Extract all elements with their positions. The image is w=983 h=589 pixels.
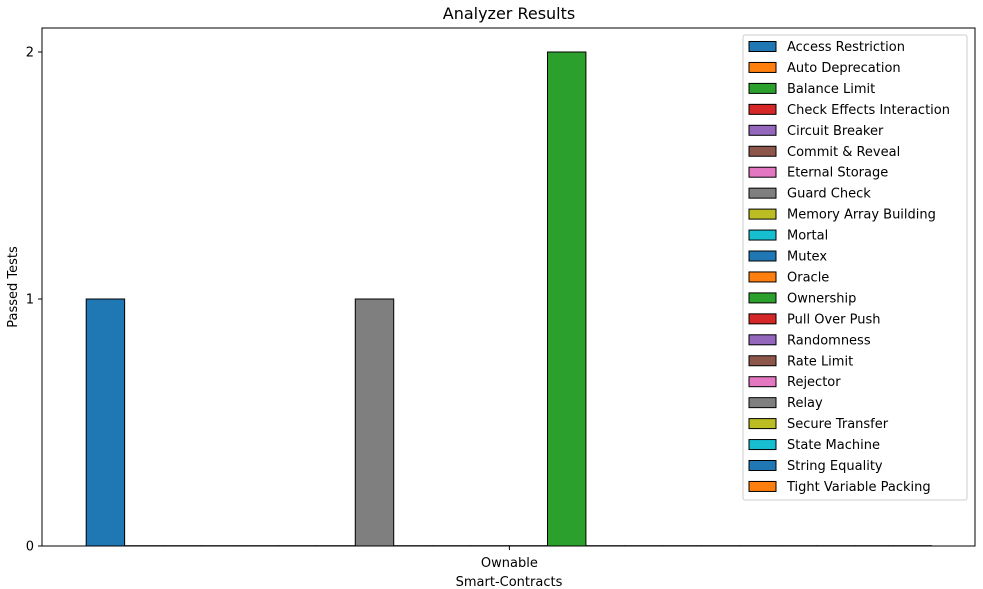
legend-swatch	[748, 166, 777, 178]
legend-label: Secure Transfer	[787, 417, 889, 432]
legend-label: Guard Check	[787, 187, 871, 202]
legend-label: Check Effects Interaction	[787, 103, 950, 118]
legend-swatch	[748, 187, 777, 199]
bar-guard-check	[354, 298, 395, 547]
bar-ownership	[546, 51, 587, 547]
legend-label: Randomness	[787, 333, 871, 348]
legend-swatch	[748, 480, 777, 492]
chart-title: Analyzer Results	[443, 4, 575, 23]
x-axis-label: Smart-Contracts	[456, 575, 563, 589]
legend-label: Rejector	[787, 375, 841, 390]
legend-swatch	[748, 271, 777, 283]
legend-label: State Machine	[787, 438, 880, 453]
y-axis-label: Passed Tests	[6, 246, 21, 328]
legend-label: Oracle	[787, 270, 829, 285]
legend-swatch	[748, 376, 777, 388]
legend-label: Mortal	[787, 229, 828, 244]
legend-label: Mutex	[787, 250, 827, 265]
legend-swatch	[748, 460, 777, 471]
legend-label: Circuit Breaker	[787, 124, 884, 139]
legend-swatch	[748, 397, 777, 409]
legend-label: Relay	[787, 396, 823, 411]
x-axis: Ownable	[481, 546, 538, 571]
legend-label: Commit & Reveal	[787, 145, 900, 160]
y-axis: 0 1 2	[26, 46, 42, 555]
legend-swatch	[748, 145, 777, 157]
legend-label: Pull Over Push	[787, 312, 880, 327]
y-tick-label: 0	[26, 540, 34, 555]
legend-swatch	[748, 313, 777, 325]
legend-box	[742, 34, 968, 501]
y-tick-label: 2	[26, 46, 34, 61]
legend-swatch	[748, 439, 777, 451]
legend-swatch	[748, 334, 777, 346]
plot-frame	[41, 27, 976, 547]
legend-swatch	[748, 208, 777, 220]
legend-label: Tight Variable Packing	[786, 480, 931, 495]
legend-swatch	[748, 292, 777, 304]
legend-swatch	[748, 250, 777, 262]
x-tick-label: Ownable	[481, 556, 538, 571]
legend-label: Ownership	[787, 291, 856, 306]
legend-swatch	[748, 229, 777, 241]
legend-label: Memory Array Building	[787, 208, 936, 223]
legend-swatch	[748, 418, 777, 430]
legend-swatch	[748, 103, 777, 115]
legend-label: Auto Deprecation	[787, 61, 901, 76]
legend: Access Restriction Auto Deprecation Balanc…	[742, 34, 968, 501]
legend-label: Eternal Storage	[787, 166, 888, 181]
legend-swatch	[748, 355, 777, 367]
y-tick-label: 1	[26, 293, 34, 308]
legend-label: Balance Limit	[787, 82, 875, 97]
legend-label: Access Restriction	[787, 40, 905, 55]
legend-swatch	[748, 61, 777, 73]
legend-label: String Equality	[787, 459, 883, 474]
legend-swatch	[748, 124, 777, 136]
bars-group	[85, 51, 933, 547]
legend-swatch	[748, 41, 777, 52]
legend-label: Rate Limit	[787, 354, 853, 369]
legend-swatch	[748, 82, 777, 94]
bar-access-restriction	[85, 298, 126, 547]
